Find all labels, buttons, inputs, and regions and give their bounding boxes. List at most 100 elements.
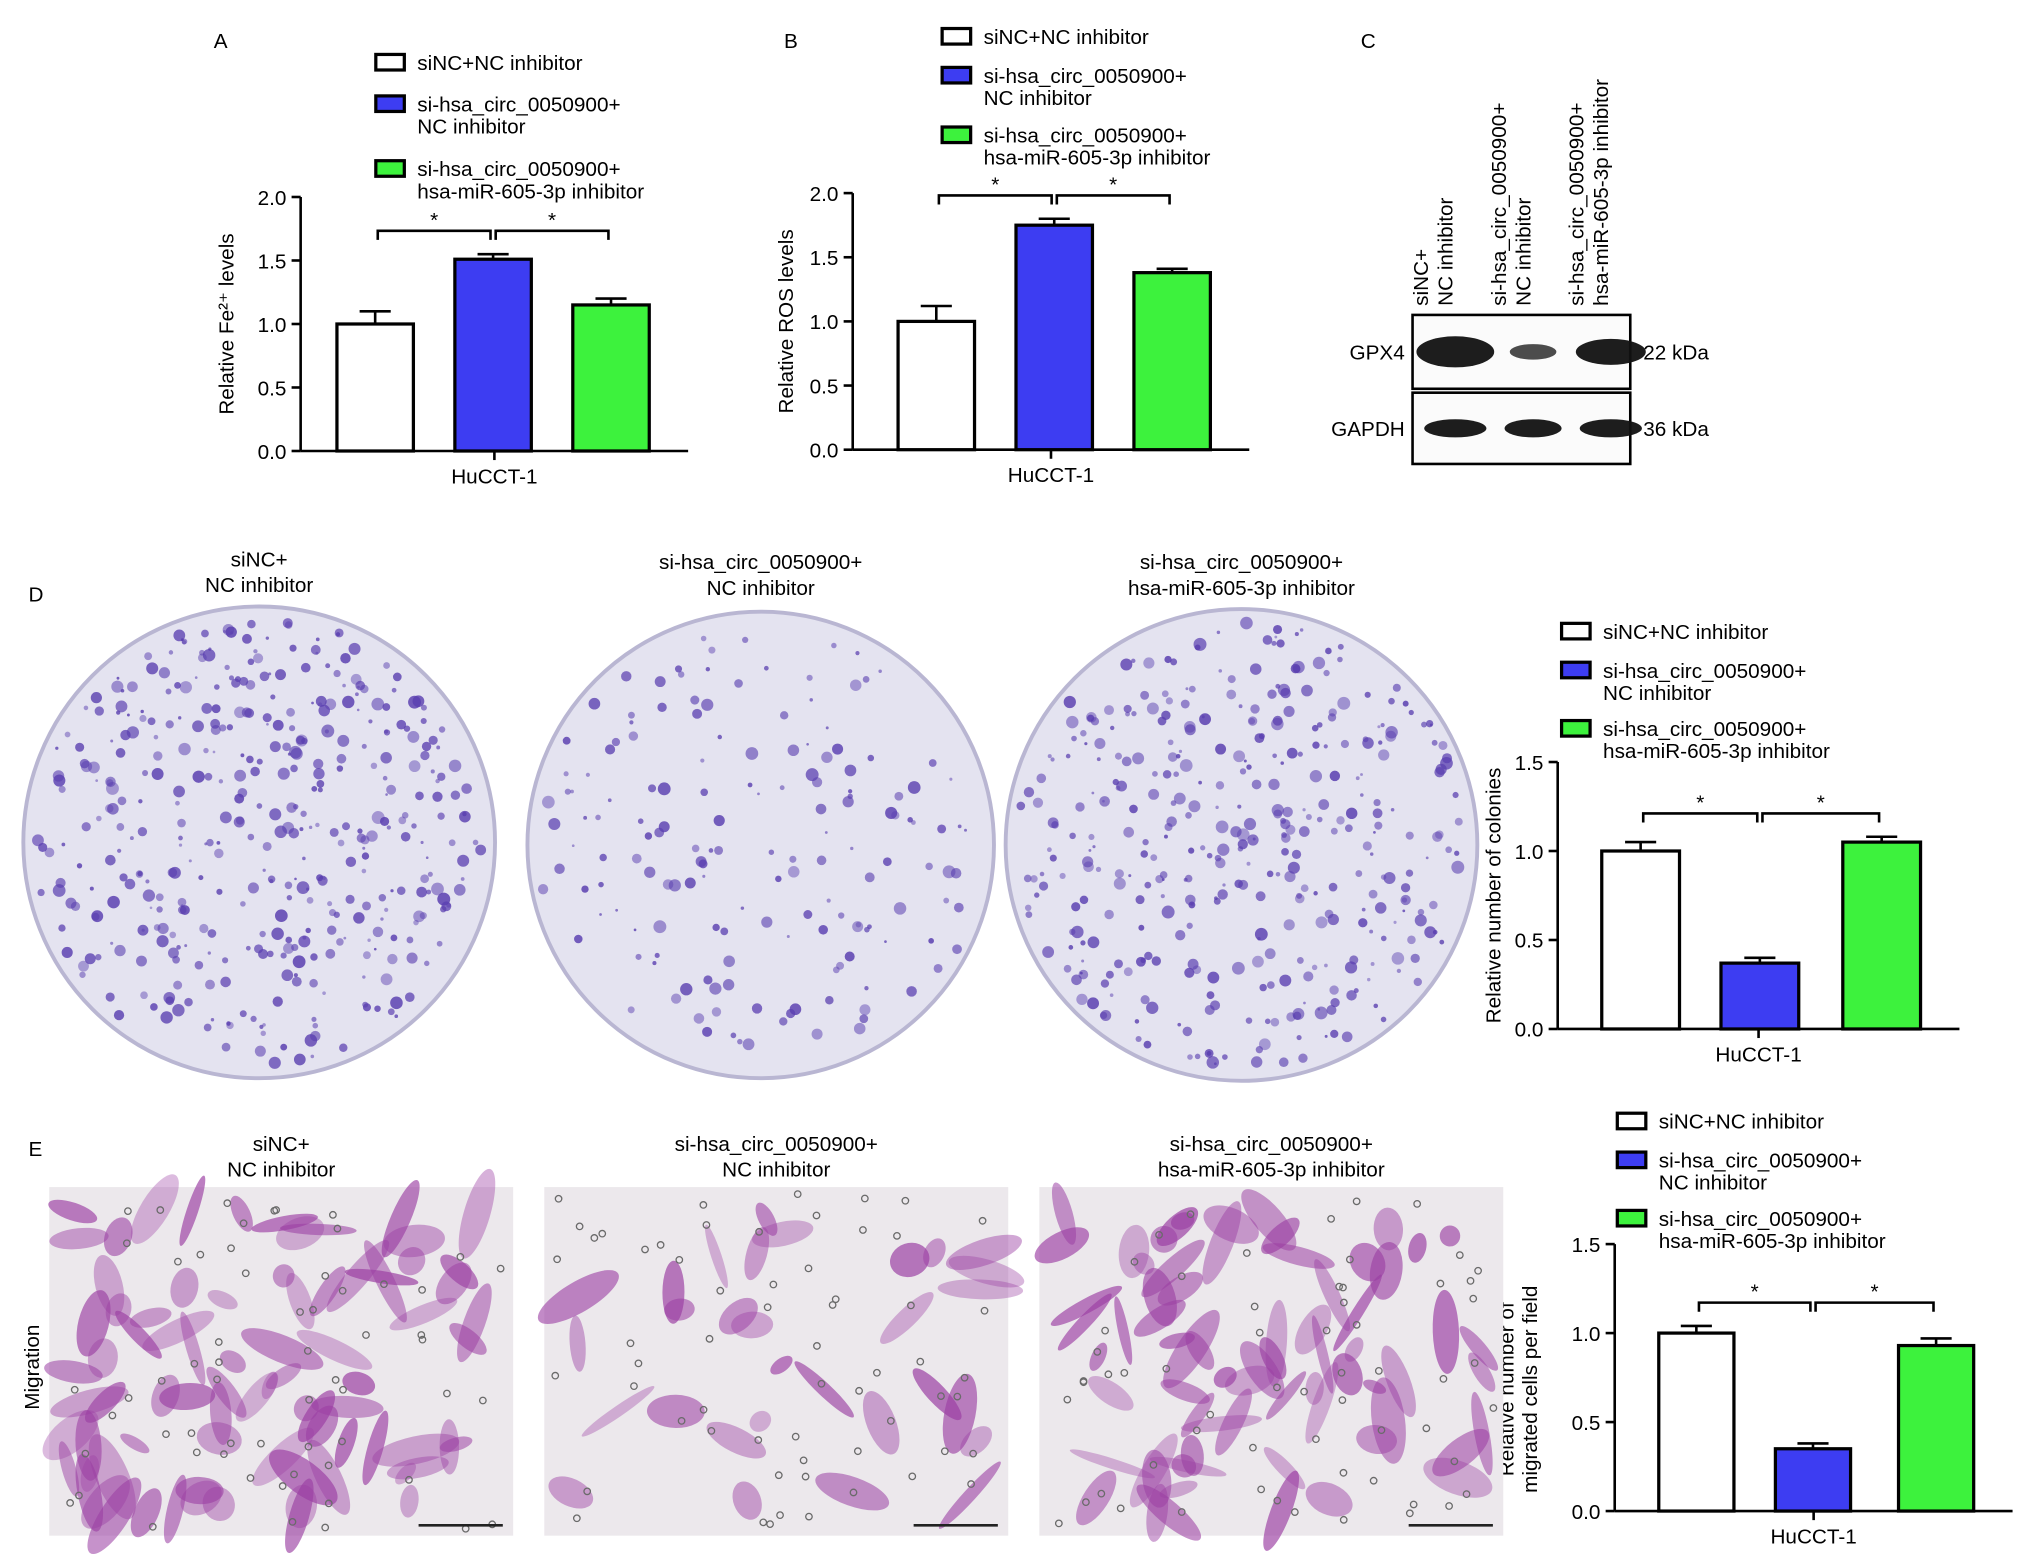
colony-dot xyxy=(1206,1056,1220,1069)
colony-dot xyxy=(1309,770,1323,783)
colony-dot xyxy=(105,992,115,1002)
pore xyxy=(641,1245,649,1254)
cell xyxy=(862,1391,900,1455)
colony-dot xyxy=(368,719,373,724)
colony-dot xyxy=(406,936,414,944)
colony-dot xyxy=(864,986,869,991)
colony-dot xyxy=(742,636,749,644)
pore xyxy=(812,1211,821,1220)
colony-dot xyxy=(250,766,260,777)
colony-dot xyxy=(411,823,417,829)
colony-dot xyxy=(1355,776,1360,781)
colony-dot xyxy=(61,842,66,847)
colony-dot xyxy=(1431,739,1438,746)
colony-dot xyxy=(55,746,59,750)
colony-dot xyxy=(1372,808,1383,819)
colony-dot xyxy=(1432,929,1438,935)
legend-label: si-hsa_circ_0050900+ hsa-miR-605-3p inhib… xyxy=(417,158,644,203)
colony-dot xyxy=(787,866,800,878)
cell xyxy=(1202,1201,1242,1285)
colony-dot xyxy=(862,676,870,683)
pore xyxy=(1116,1504,1125,1513)
colony-dot xyxy=(1146,1001,1159,1014)
colony-dot xyxy=(362,846,366,850)
colony-dot xyxy=(1071,974,1082,986)
pore xyxy=(226,1439,235,1448)
y-tick-label: 2.0 xyxy=(810,183,839,206)
colony-dot xyxy=(258,948,269,960)
colony-dot xyxy=(311,1016,317,1022)
colony-dot xyxy=(657,782,671,796)
cell xyxy=(293,1395,319,1422)
colony-dot xyxy=(355,692,359,697)
colony-dot xyxy=(1095,866,1102,873)
pore xyxy=(1255,1328,1264,1337)
colony-dot xyxy=(353,912,365,924)
pore xyxy=(1335,1282,1344,1291)
colony-dot xyxy=(855,651,860,656)
colony-dot xyxy=(1245,1017,1253,1024)
colony-dot xyxy=(1247,716,1258,726)
colony-dot xyxy=(635,953,642,960)
colony-dot xyxy=(420,750,430,761)
colony-dot xyxy=(850,846,854,851)
colony-dot xyxy=(64,731,71,738)
pore xyxy=(1186,1210,1195,1219)
pore xyxy=(705,1334,714,1343)
pore xyxy=(1300,1387,1308,1396)
cell xyxy=(1089,1342,1108,1371)
colony-dot xyxy=(648,784,657,793)
cell xyxy=(1129,1433,1178,1508)
colony-dot xyxy=(1188,800,1201,813)
colony-dot xyxy=(1173,771,1179,778)
significance-star: * xyxy=(1109,174,1117,197)
cell xyxy=(938,1461,1001,1529)
colony-dot xyxy=(1087,936,1100,949)
colony-dot xyxy=(151,768,164,780)
colony-dot xyxy=(106,781,119,795)
colony-dot xyxy=(1178,749,1183,754)
colony-dot xyxy=(864,872,875,883)
cell xyxy=(912,1368,962,1421)
cell xyxy=(372,1433,460,1467)
cell xyxy=(704,1224,728,1289)
cell xyxy=(744,1227,770,1281)
colony-dot xyxy=(1451,860,1465,874)
pore xyxy=(774,1471,783,1480)
colony-dot xyxy=(272,996,283,1007)
cell xyxy=(1050,1285,1123,1326)
colony-dot xyxy=(173,980,183,990)
colony-dot xyxy=(218,779,224,784)
pore xyxy=(1079,1377,1088,1385)
colony-dot xyxy=(1373,831,1376,834)
y-tick-label: 0.5 xyxy=(258,377,287,400)
significance-star: * xyxy=(1817,792,1825,815)
colony-dot xyxy=(1392,683,1401,692)
colony-dot xyxy=(1287,861,1300,874)
colony-dot xyxy=(283,942,294,954)
colony-dot xyxy=(168,650,174,655)
colony-dot xyxy=(952,944,962,955)
colony-dot xyxy=(78,960,89,972)
colony-dot xyxy=(194,960,204,970)
colony-dot xyxy=(1280,817,1287,824)
colony-dot xyxy=(615,908,619,912)
colony-dot xyxy=(408,760,421,773)
colony-dot xyxy=(179,905,190,915)
colony-dot xyxy=(416,886,427,898)
colony-dot xyxy=(1217,889,1228,900)
colony-dot xyxy=(1291,849,1302,860)
pore xyxy=(1489,1404,1498,1412)
pore xyxy=(1338,1396,1347,1404)
legend-swatch xyxy=(1615,1208,1648,1228)
colony-dot xyxy=(420,874,430,884)
y-tick-label: 0.5 xyxy=(810,375,839,398)
colony-dot xyxy=(644,866,656,878)
cell xyxy=(49,1227,109,1250)
colony-dot xyxy=(281,969,294,982)
colony-dot xyxy=(289,745,302,759)
colony-dot xyxy=(96,815,102,822)
pore xyxy=(1273,1383,1281,1392)
colony-dot xyxy=(1374,902,1387,914)
colony-dot xyxy=(786,1008,796,1019)
